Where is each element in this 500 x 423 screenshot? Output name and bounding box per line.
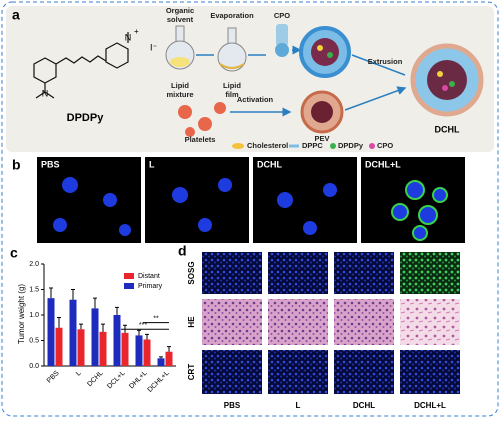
panel-label: c [10,245,18,261]
step-label: CPO [274,11,290,20]
product-label: DCHL [435,124,460,134]
frame [1,1,499,417]
atom: N [42,88,49,98]
image-label: L [149,159,155,169]
dchl [410,43,484,117]
legend-label: Distant [138,273,160,280]
step-label: Lipid [223,81,241,90]
bar [113,315,121,366]
arrow [344,54,405,111]
compound-name: DPDPy [67,112,105,124]
atom: N [125,32,132,42]
image-label: DCHL+L [365,159,401,169]
significance-bracket [121,322,169,330]
column-label: DCHL [353,401,375,410]
bar [165,351,173,366]
column-label: DCHL+L [414,401,446,410]
flask [165,25,195,70]
x-tick-label: DCHL+L [147,370,171,394]
legend-label: DPPC [302,141,323,150]
row-label: SOSG [187,261,196,284]
step-label: Extrusion [368,57,403,66]
structure [33,32,129,99]
x-tick-label: DCHL [86,370,105,389]
bar [143,339,151,366]
error-bar [57,317,61,328]
legend-label: CPO [377,141,393,150]
y-tick-label: 1.5 [29,286,39,293]
y-axis-title: Tumor weight (g) [17,284,26,345]
bar [55,327,63,366]
legend-icons [232,143,375,149]
bar [69,299,77,366]
image-label: DCHL [257,159,282,169]
row-label: HE [187,316,196,328]
step-label: film [225,90,239,99]
charge: + [134,27,139,36]
bar [47,298,55,366]
y-tick-label: 0.5 [29,337,39,344]
column-label: L [296,401,301,410]
error-bar [79,323,83,330]
panel-label: a [12,7,20,23]
error-bar [93,297,97,309]
row-label: CRT [187,364,196,381]
legend-swatch [124,283,134,289]
x-tick-label: PBS [46,370,61,385]
step-label: Evaporation [210,11,254,20]
x-tick-label: L [75,370,83,378]
error-bar [101,323,105,332]
legend-label: DPDPy [338,141,364,150]
micrographs [37,157,465,243]
step-label: Organic [166,6,194,15]
bar [121,332,129,366]
step-label: Lipid [171,81,189,90]
step-label: solvent [167,15,194,24]
error-bar [115,306,119,315]
image-label: PBS [41,159,60,169]
tissue-images [202,252,460,394]
error-bar [145,333,149,340]
bar [157,358,165,366]
error-bar [137,329,141,336]
step-label: Platelets [185,135,216,144]
x-tick-label: DHL+L [128,370,149,391]
significance: ** [153,315,159,322]
flask [217,27,247,72]
liposome [299,26,351,78]
step-label: mixture [166,90,193,99]
panel-label: d [178,243,187,259]
step-label: PEV [314,134,329,143]
legend-label: Primary [138,283,163,290]
step-label: Activation [237,95,274,104]
y-tick-label: 0.0 [29,363,39,370]
arrow [196,50,300,55]
x-tick-label: DCL+L [106,370,127,391]
legend-label: Cholesterol [247,141,288,150]
y-tick-label: 2.0 [29,261,39,268]
counterion: I⁻ [150,42,158,52]
significance: *** [139,322,147,329]
y-tick-label: 1.0 [29,312,39,319]
error-bar [49,287,53,299]
bar [91,308,99,366]
bar [135,335,143,366]
column-label: PBS [224,401,241,410]
pev [300,90,344,134]
panel-label: b [12,157,21,173]
error-bar [159,356,163,359]
error-bar [71,289,75,300]
error-bar [167,346,171,352]
bar [77,329,85,366]
platelets [178,102,226,137]
legend-swatch [124,273,134,279]
bar [99,331,107,366]
vial [275,24,289,57]
